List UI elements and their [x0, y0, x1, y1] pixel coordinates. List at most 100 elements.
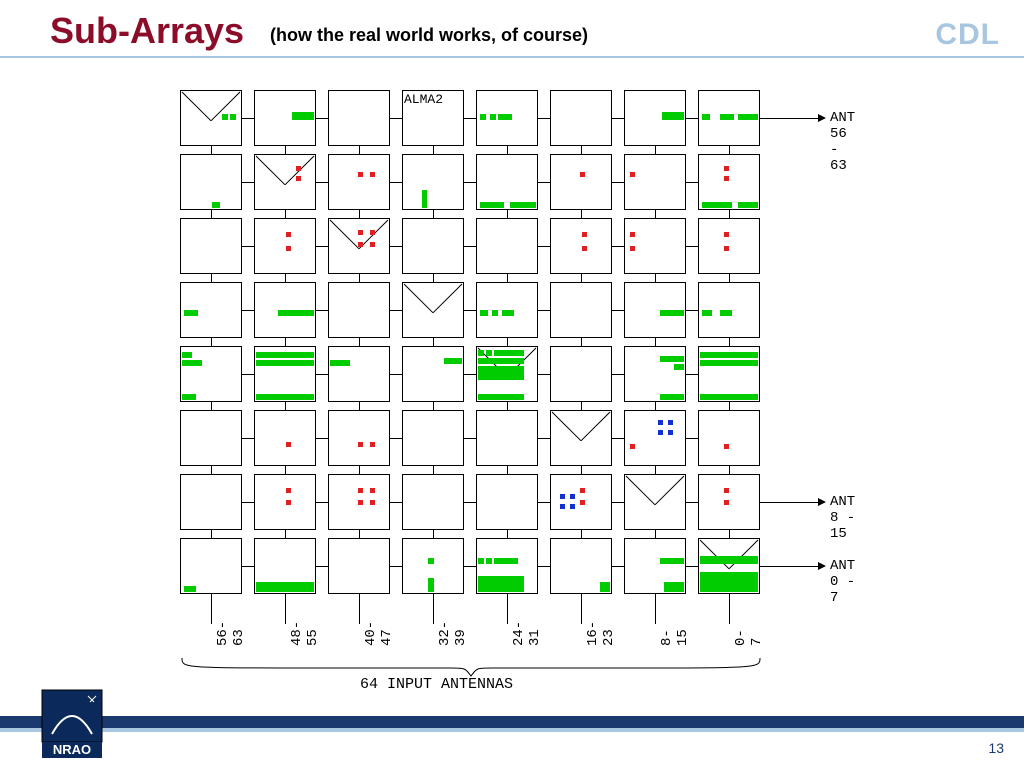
data-mark [480, 202, 504, 208]
data-mark [674, 364, 684, 370]
link-horizontal [612, 374, 624, 375]
data-mark [630, 232, 635, 237]
col-label: 16-23 [585, 621, 617, 646]
grid-cell [476, 410, 538, 466]
link-vertical [507, 530, 508, 538]
data-mark [498, 114, 512, 120]
data-mark [494, 350, 524, 356]
grid-cell [180, 218, 242, 274]
col-label: 48-55 [289, 621, 321, 646]
grid-cell [328, 538, 390, 594]
col-tick [211, 594, 212, 624]
diag-mark [254, 154, 316, 210]
data-mark [582, 232, 587, 237]
link-vertical [285, 402, 286, 410]
bottom-caption: 64 INPUT ANTENNAS [360, 676, 513, 693]
data-mark [370, 500, 375, 505]
data-mark [256, 360, 314, 366]
link-horizontal [612, 438, 624, 439]
link-horizontal [390, 566, 402, 567]
grid-cell [624, 154, 686, 210]
data-mark [580, 500, 585, 505]
link-vertical [433, 466, 434, 474]
data-mark [256, 352, 314, 358]
link-vertical [285, 146, 286, 154]
data-mark [724, 500, 729, 505]
arrowhead-icon [818, 114, 826, 122]
link-horizontal [316, 310, 328, 311]
link-vertical [507, 402, 508, 410]
link-horizontal [316, 566, 328, 567]
data-mark [286, 488, 291, 493]
row-arrow [760, 566, 820, 567]
data-mark [658, 430, 663, 435]
footer-bar-light [0, 728, 1024, 732]
data-mark [286, 442, 291, 447]
data-mark [358, 488, 363, 493]
data-mark [358, 500, 363, 505]
link-horizontal [612, 246, 624, 247]
page-number: 13 [988, 740, 1004, 756]
link-horizontal [390, 118, 402, 119]
data-mark [422, 190, 427, 208]
data-mark [478, 558, 484, 564]
data-mark [478, 350, 484, 356]
col-tick [655, 594, 656, 624]
link-vertical [581, 466, 582, 474]
link-horizontal [686, 438, 698, 439]
link-horizontal [316, 246, 328, 247]
grid-cell [328, 154, 390, 210]
data-mark [330, 360, 350, 366]
title-underline [0, 56, 1024, 58]
link-horizontal [316, 182, 328, 183]
data-mark [660, 310, 684, 316]
link-vertical [211, 210, 212, 218]
data-mark [700, 394, 758, 400]
data-mark [358, 242, 363, 247]
data-mark [212, 202, 220, 208]
link-horizontal [464, 566, 476, 567]
link-vertical [581, 274, 582, 282]
data-mark [182, 394, 196, 400]
link-vertical [581, 530, 582, 538]
data-mark [702, 202, 732, 208]
link-vertical [285, 210, 286, 218]
data-mark [478, 394, 524, 400]
link-vertical [655, 530, 656, 538]
link-vertical [359, 530, 360, 538]
data-mark [724, 488, 729, 493]
col-label: 24-31 [511, 621, 543, 646]
link-horizontal [464, 182, 476, 183]
link-vertical [729, 466, 730, 474]
grid-cell [698, 410, 760, 466]
link-vertical [433, 210, 434, 218]
link-vertical [211, 402, 212, 410]
link-vertical [507, 146, 508, 154]
link-horizontal [316, 502, 328, 503]
col-tick [507, 594, 508, 624]
data-mark [358, 230, 363, 235]
link-horizontal [390, 374, 402, 375]
link-horizontal [242, 246, 254, 247]
data-mark [230, 114, 236, 120]
data-mark [668, 430, 673, 435]
link-vertical [359, 338, 360, 346]
link-vertical [581, 338, 582, 346]
grid-cell [476, 474, 538, 530]
data-mark [490, 114, 496, 120]
link-vertical [655, 146, 656, 154]
link-horizontal [538, 502, 550, 503]
link-vertical [211, 338, 212, 346]
data-mark [700, 572, 758, 592]
link-horizontal [390, 310, 402, 311]
data-mark [478, 358, 524, 364]
grid-cell [402, 218, 464, 274]
data-mark [658, 420, 663, 425]
data-mark [478, 576, 524, 592]
col-tick [359, 594, 360, 624]
link-horizontal [242, 182, 254, 183]
data-mark [724, 444, 729, 449]
grid-cell [402, 154, 464, 210]
data-mark [510, 202, 536, 208]
brace-icon [180, 656, 762, 678]
